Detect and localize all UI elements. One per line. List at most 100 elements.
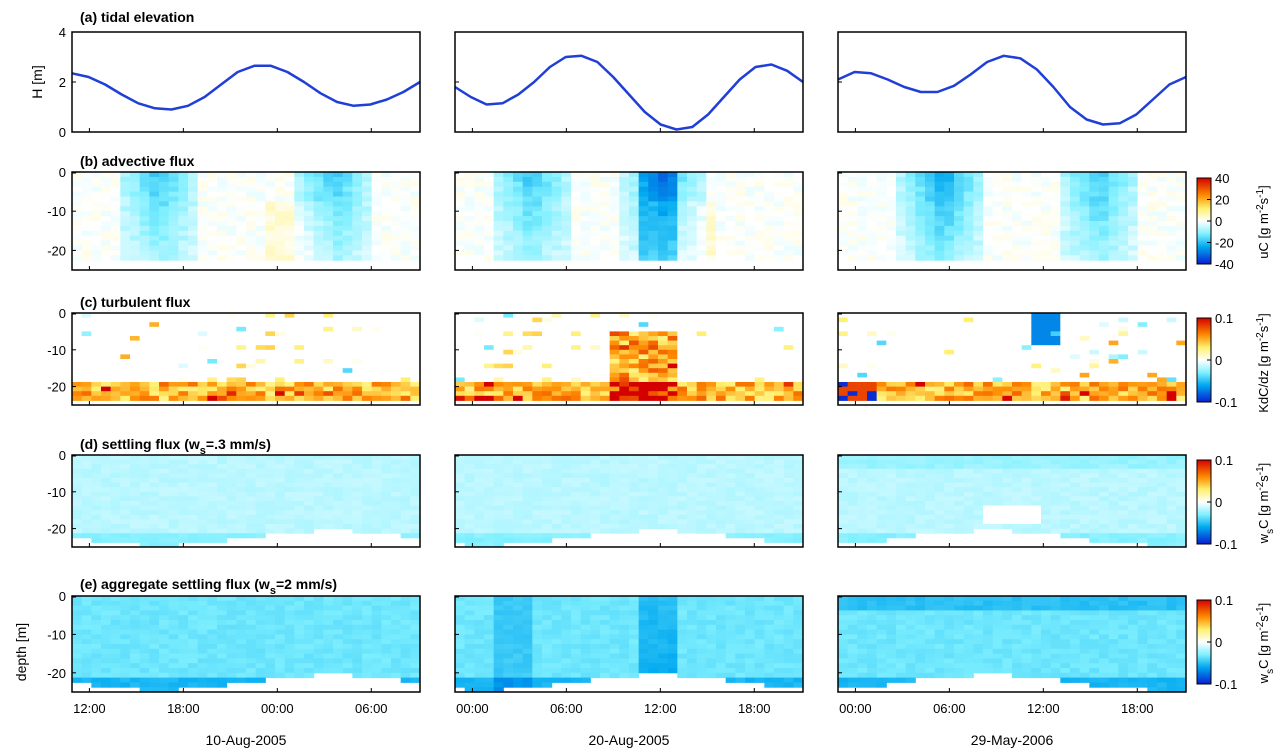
heatmap-cell-r2-c1	[362, 221, 373, 227]
heatmap-cell-r2-c2	[484, 240, 495, 246]
heatmap-cell-r3-c2	[735, 345, 746, 351]
heatmap-cell-r3-c1	[91, 377, 102, 383]
heatmap-cell-r2-c1	[168, 230, 179, 237]
heatmap-cell-r4-c2	[561, 519, 572, 525]
heatmap-cell-r4-c1	[217, 473, 228, 479]
heatmap-cell-r3-c1	[371, 331, 382, 337]
heatmap-cell-r3-c1	[168, 313, 179, 319]
heatmap-cell-r4-c1	[342, 464, 353, 470]
heatmap-cell-r2-c3	[1137, 225, 1148, 232]
heatmap-cell-r3-c1	[246, 382, 257, 388]
heatmap-cell-r4-c1	[226, 533, 237, 539]
heatmap-cell-r2-c3	[838, 235, 849, 242]
heatmap-cell-r2-c2	[677, 191, 688, 197]
heatmap-cell-r2-c1	[391, 191, 402, 197]
heatmap-cell-r3-c1	[255, 368, 266, 374]
heatmap-cell-r2-c1	[207, 206, 218, 212]
heatmap-cell-r2-c3	[1099, 172, 1110, 178]
heatmap-cell-r3-c2	[696, 377, 707, 383]
heatmap-cell-r3-c2	[551, 340, 562, 346]
heatmap-cell-r2-c3	[1089, 221, 1100, 227]
heatmap-cell-r4-c1	[72, 478, 83, 484]
heatmap-cell-r3-c2	[503, 345, 514, 351]
heatmap-cell-r2-c3	[1002, 240, 1013, 246]
heatmap-cell-r3-c3	[915, 363, 926, 369]
heatmap-cell-r3-c1	[110, 368, 121, 374]
heatmap-cell-r3-c1	[91, 313, 102, 319]
heatmap-cell-r3-c1	[178, 395, 189, 401]
heatmap-cell-r3-c2	[764, 382, 775, 388]
heatmap-cell-r3-c1	[410, 326, 421, 332]
heatmap-cell-r4-c1	[139, 468, 150, 474]
heatmap-cell-r4-c2	[532, 464, 543, 470]
heatmap-cell-r2-c1	[130, 211, 141, 217]
heatmap-cell-r3-c1	[275, 382, 286, 388]
heatmap-cell-r3-c2	[745, 317, 756, 323]
heatmap-cell-r3-c2	[764, 368, 775, 374]
heatmap-cell-r2-c3	[915, 196, 926, 202]
heatmap-cell-r3-c2	[551, 382, 562, 388]
heatmap-cell-r2-c2	[474, 191, 485, 197]
heatmap-cell-r4-c1	[236, 459, 247, 465]
heatmap-cell-r3-c1	[255, 349, 266, 355]
heatmap-cell-r3-c2	[590, 363, 601, 369]
heatmap-cell-r3-c2	[619, 322, 630, 328]
heatmap-cell-r4-c2	[503, 519, 514, 525]
heatmap-cell-r2-c1	[139, 181, 150, 188]
heatmap-cell-r4-c1	[178, 459, 189, 465]
heatmap-cell-r2-c2	[667, 230, 678, 237]
heatmap-cell-r3-c1	[120, 386, 131, 392]
heatmap-cell-r2-c2	[464, 211, 475, 217]
heatmap-cell-r3-c2	[474, 368, 485, 374]
heatmap-cell-r3-c3	[1031, 382, 1042, 388]
heatmap-cell-r2-c1	[362, 230, 373, 237]
heatmap-cell-r2-c3	[992, 206, 1003, 212]
heatmap-cell-r2-c3	[944, 176, 955, 183]
cb-b-text: uC [g m	[1256, 213, 1271, 259]
heatmap-cell-r3-c2	[600, 326, 611, 332]
heatmap-cell-r3-c1	[410, 349, 421, 355]
heatmap-cell-r3-c3	[1079, 391, 1090, 397]
heatmap-cell-r2-c1	[246, 221, 257, 227]
heatmap-cell-r3-c3	[1002, 331, 1013, 337]
heatmap-cell-r2-c1	[284, 196, 295, 202]
heatmap-cell-r4-c1	[304, 496, 315, 502]
heatmap-cell-r2-c1	[236, 235, 247, 242]
heatmap-cell-r3-c3	[1060, 340, 1071, 346]
heatmap-cell-r3-c2	[667, 317, 678, 323]
heatmap-cell-r3-c2	[677, 386, 688, 392]
heatmap-cell-r4-c1	[130, 482, 141, 488]
heatmap-cell-r2-c1	[226, 186, 237, 193]
heatmap-cell-r2-c2	[793, 225, 804, 232]
heatmap-cell-r3-c2	[513, 340, 524, 346]
heatmap-cell-r2-c1	[410, 201, 421, 207]
heatmap-cell-r2-c1	[236, 245, 247, 251]
heatmap-cell-r2-c2	[687, 240, 698, 246]
heatmap-cell-r2-c2	[590, 225, 601, 232]
heatmap-cell-r2-c1	[352, 240, 363, 246]
heatmap-cell-r2-c2	[687, 225, 698, 232]
heatmap-cell-r3-c3	[944, 354, 955, 360]
heatmap-cell-r2-c2	[783, 181, 794, 188]
heatmap-cell-r3-c3	[973, 354, 984, 360]
heatmap-cell-r3-c3	[1118, 377, 1129, 383]
heatmap-cell-r3-c3	[905, 354, 916, 360]
heatmap-cell-r3-c2	[716, 313, 727, 319]
heatmap-cell-r3-c3	[1157, 345, 1168, 351]
heatmap-cell-r4-c2	[580, 487, 591, 493]
heatmap-cell-r4-c1	[255, 482, 266, 488]
heatmap-cell-r4-c1	[188, 496, 199, 502]
cb-e-sub: s	[1265, 669, 1276, 674]
heatmap-cell-r4-c1	[275, 514, 286, 520]
heatmap-cell-r3-c2	[629, 359, 640, 365]
heatmap-cell-r2-c2	[793, 230, 804, 237]
heatmap-cell-r4-c1	[101, 524, 112, 530]
heatmap-cell-r3-c1	[323, 326, 334, 332]
heatmap-cell-r3-c2	[774, 349, 785, 355]
heatmap-cell-r3-c3	[1060, 372, 1071, 378]
heatmap-cell-r3-c1	[217, 345, 228, 351]
heatmap-cell-r4-c1	[197, 478, 208, 484]
heatmap-cell-r2-c3	[992, 191, 1003, 197]
heatmap-cell-r2-c1	[226, 250, 237, 256]
heatmap-cell-r3-c3	[1118, 386, 1129, 392]
